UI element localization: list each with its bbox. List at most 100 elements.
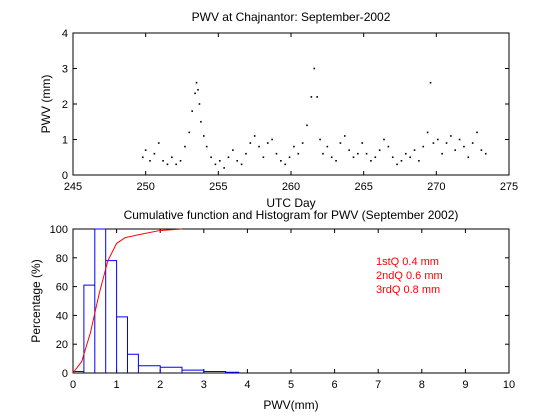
pwv-data-point: [162, 160, 164, 162]
pwv-data-point: [391, 156, 394, 159]
top-plot-points: [141, 67, 487, 169]
top-plot-title: PWV at Chajnantor: September-2002: [192, 10, 391, 24]
bottom-plot-area: [72, 228, 510, 374]
pwv-data-point: [166, 163, 169, 166]
pwv-data-point: [227, 156, 230, 159]
pwv-data-point: [313, 67, 316, 70]
pwv-data-point: [418, 160, 420, 162]
pwv-data-point: [195, 81, 198, 84]
bottom-y-tick-label: 40: [56, 310, 68, 322]
pwv-data-point: [480, 149, 483, 151]
pwv-data-point: [144, 149, 147, 151]
pwv-data-point: [467, 156, 470, 159]
pwv-data-point: [200, 120, 202, 123]
pwv-data-point: [179, 160, 182, 162]
pwv-data-point: [171, 156, 173, 159]
top-x-tick-label: 260: [282, 181, 300, 193]
pwv-data-point: [266, 142, 269, 144]
pwv-data-point: [301, 142, 304, 144]
pwv-data-point: [405, 152, 407, 155]
pwv-data-point: [343, 135, 346, 137]
pwv-data-point: [271, 138, 273, 141]
pwv-data-point: [194, 92, 196, 95]
pwv-data-point: [232, 149, 234, 151]
pwv-data-point: [306, 124, 308, 127]
pwv-data-point: [441, 152, 443, 155]
pwv-data-point: [396, 163, 398, 166]
pwv-data-point: [454, 149, 457, 151]
bottom-x-tick-label: 0: [70, 379, 76, 391]
bottom-plot-x-axis-label: PWV(mm): [263, 398, 318, 412]
pwv-data-point: [293, 145, 295, 148]
pwv-data-point: [284, 163, 286, 166]
pwv-data-point: [422, 145, 425, 148]
bottom-x-tick-label: 6: [332, 379, 338, 391]
pwv-data-point: [426, 131, 429, 134]
top-y-tick-label: 4: [62, 28, 68, 40]
pwv-data-point: [175, 163, 177, 166]
top-x-tick-label: 265: [354, 181, 372, 193]
top-x-tick-label: 245: [64, 181, 82, 193]
pwv-data-point: [141, 156, 144, 159]
pwv-data-point: [476, 131, 478, 134]
pwv-data-point: [288, 156, 291, 159]
pwv-histogram-plot: Cumulative function and Histogram for PW…: [29, 208, 515, 412]
pwv-data-point: [218, 160, 221, 162]
pwv-data-point: [188, 131, 191, 134]
pwv-data-point: [210, 156, 212, 159]
pwv-data-point: [197, 89, 199, 91]
pwv-data-point: [149, 160, 151, 162]
pwv-data-point: [319, 138, 321, 141]
pwv-data-point: [365, 152, 368, 155]
bottom-y-tick-label: 80: [56, 253, 68, 265]
bottom-x-tick-label: 1: [114, 379, 120, 391]
bottom-y-tick-label: 100: [50, 224, 68, 236]
top-x-tick-label: 250: [136, 181, 154, 193]
pwv-data-point: [436, 138, 439, 141]
top-plot-area: [72, 32, 510, 176]
pwv-data-point: [203, 135, 205, 137]
pwv-data-point: [339, 142, 342, 144]
pwv-data-point: [316, 96, 318, 98]
top-plot-x-axis-label: UTC Day: [266, 196, 315, 210]
pwv-data-point: [262, 156, 265, 159]
pwv-data-point: [357, 152, 359, 155]
pwv-data-point: [450, 135, 452, 137]
top-plot-x-ticks: 245 250 255 260 265 270 275: [64, 33, 518, 193]
pwv-data-point: [258, 145, 260, 148]
pwv-data-point: [297, 152, 300, 155]
pwv-data-point: [445, 142, 448, 144]
pwv-data-point: [335, 160, 337, 162]
bottom-x-tick-label: 10: [503, 379, 515, 391]
top-y-tick-label: 3: [62, 64, 68, 76]
top-x-tick-label: 270: [427, 181, 445, 193]
bottom-x-tick-label: 8: [419, 379, 425, 391]
histogram-bars: [72, 228, 240, 373]
pwv-data-point: [370, 160, 372, 162]
bottom-x-tick-label: 7: [375, 379, 381, 391]
bottom-y-tick-label: 60: [56, 282, 68, 294]
pwv-data-point: [374, 156, 377, 159]
pwv-data-point: [463, 145, 465, 148]
pwv-data-point: [223, 167, 225, 169]
pwv-data-point: [330, 156, 333, 159]
pwv-data-point: [245, 152, 247, 155]
pwv-data-point: [249, 142, 252, 144]
bottom-plot-x-ticks: 0 1 2 3 4 5 6 7 8 9 10: [70, 229, 515, 391]
pwv-data-point: [240, 163, 243, 166]
pwv-data-point: [387, 145, 390, 148]
pwv-data-point: [214, 163, 217, 166]
pwv-data-point: [157, 142, 160, 144]
pwv-data-point: [484, 152, 487, 155]
pwv-data-point: [352, 156, 355, 159]
bottom-x-tick-label: 3: [201, 379, 207, 391]
bottom-x-tick-label: 4: [244, 379, 250, 391]
quartile-label-3: 3rdQ 0.8 mm: [376, 284, 440, 296]
pwv-time-series-plot: PWV at Chajnantor: September-2002 01234 …: [39, 10, 518, 210]
pwv-data-point: [409, 156, 411, 159]
pwv-data-point: [326, 145, 329, 148]
top-y-tick-label: 1: [62, 135, 68, 147]
bottom-x-tick-label: 9: [462, 379, 468, 391]
pwv-data-point: [253, 135, 256, 137]
bottom-x-tick-label: 5: [288, 379, 294, 391]
